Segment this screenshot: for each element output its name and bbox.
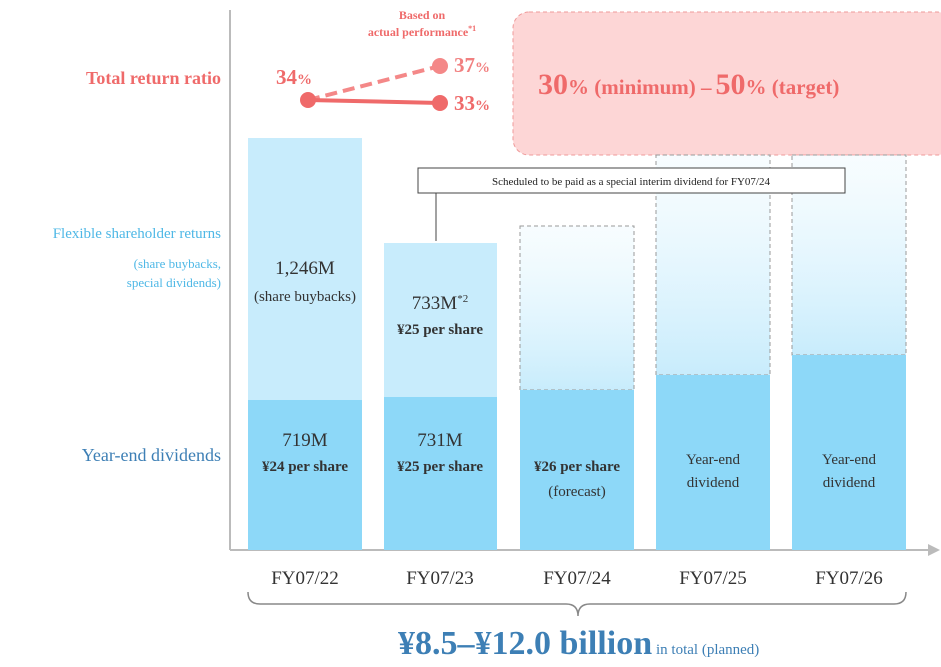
x-tick-label: FY07/26 bbox=[815, 568, 883, 589]
bar-lower bbox=[792, 355, 906, 550]
bar-lower bbox=[520, 390, 634, 550]
bar-upper bbox=[384, 243, 497, 397]
total-note: in total (planned) bbox=[656, 642, 759, 658]
total-amount: ¥8.5–¥12.0 billion bbox=[398, 625, 652, 662]
left-label: Flexible shareholder returns bbox=[53, 226, 221, 242]
x-tick-label: FY07/23 bbox=[406, 568, 474, 589]
ratio-line-actual bbox=[307, 64, 441, 102]
bar-text: 731M bbox=[417, 430, 463, 451]
bar-text: ¥24 per share bbox=[262, 459, 348, 475]
ratio-label: 33% bbox=[454, 91, 490, 115]
bar-text: dividend bbox=[687, 475, 740, 491]
bar-text: dividend bbox=[823, 475, 876, 491]
ratio-point bbox=[432, 95, 448, 111]
bar-lower bbox=[656, 375, 770, 550]
left-label: Total return ratio bbox=[86, 68, 221, 88]
bar-text: (forecast) bbox=[548, 484, 605, 500]
left-label: special dividends) bbox=[127, 275, 221, 290]
bar-text: 1,246M bbox=[275, 258, 335, 279]
x-tick-label: FY07/24 bbox=[543, 568, 611, 589]
ratio-label: 37% bbox=[454, 53, 490, 77]
ratio-point bbox=[300, 92, 316, 108]
bar-text: ¥26 per share bbox=[534, 459, 620, 475]
bar-text: (share buybacks) bbox=[254, 289, 356, 305]
bar-text: ¥25 per share bbox=[397, 459, 483, 475]
ratio-note: Based on bbox=[399, 8, 446, 22]
ratio-point bbox=[432, 58, 448, 74]
callout-box bbox=[417, 167, 846, 194]
bar-upper bbox=[519, 225, 635, 391]
bar-text: 719M bbox=[282, 430, 328, 451]
ratio-note: actual performance*1 bbox=[368, 24, 476, 39]
bar-text: ¥25 per share bbox=[397, 322, 483, 338]
ratio-line bbox=[307, 98, 441, 105]
bars bbox=[248, 138, 907, 550]
bar-lower bbox=[384, 397, 497, 550]
left-label: (share buybacks, bbox=[134, 256, 221, 271]
target-text: 30% (minimum) –50% (target) bbox=[538, 68, 839, 101]
bar-text: 733M*2 bbox=[412, 293, 468, 314]
x-tick-label: FY07/25 bbox=[679, 568, 747, 589]
axis-arrow bbox=[928, 544, 940, 556]
x-tick-label: FY07/22 bbox=[271, 568, 339, 589]
bar-text: Year-end bbox=[822, 452, 876, 468]
bar-upper bbox=[248, 138, 362, 400]
bar-lower bbox=[248, 400, 362, 550]
bar-text: Year-end bbox=[686, 452, 740, 468]
ratio-label: 34% bbox=[276, 65, 312, 89]
callout-text: Scheduled to be paid as a special interi… bbox=[492, 176, 770, 188]
left-label: Year-end dividends bbox=[82, 445, 221, 465]
brace bbox=[247, 591, 907, 617]
